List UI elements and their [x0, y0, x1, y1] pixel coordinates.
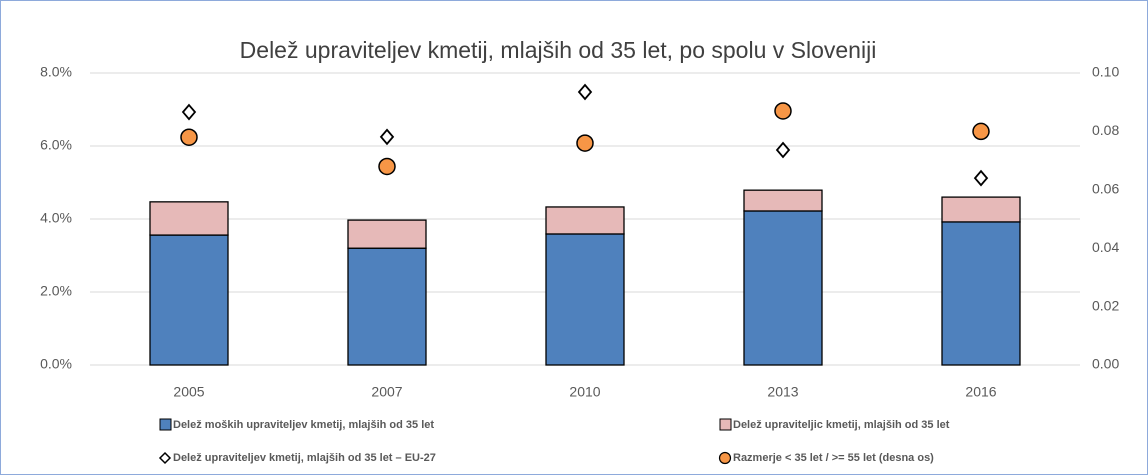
legend-label: Razmerje < 35 let / >= 55 let (desna os) — [733, 452, 934, 464]
y-tick-label: 6.0% — [40, 137, 72, 153]
legend-label: Delež upraviteljic kmetij, mlajših od 35… — [733, 419, 950, 431]
bar — [149, 201, 229, 236]
legend-swatch — [718, 451, 732, 465]
legend-swatch — [159, 418, 172, 431]
legend-label: Delež moških upraviteljev kmetij, mlajši… — [173, 419, 434, 431]
y-tick-label: 4.0% — [40, 210, 72, 226]
marker — [577, 83, 593, 101]
y-tick-label: 8.0% — [40, 64, 72, 80]
marker — [576, 134, 594, 152]
x-tick-label: 2010 — [569, 384, 600, 400]
y2-tick-label: 0.08 — [1092, 122, 1119, 138]
legend-swatch — [719, 418, 732, 431]
bar — [545, 206, 625, 235]
marker — [181, 103, 197, 121]
bar — [347, 247, 427, 366]
y2-tick-label: 0.00 — [1092, 356, 1119, 372]
y2-tick-label: 0.02 — [1092, 297, 1119, 313]
bar — [941, 196, 1021, 223]
y2-tick-label: 0.04 — [1092, 239, 1119, 255]
bar — [347, 219, 427, 249]
x-tick-label: 2013 — [767, 384, 798, 400]
y2-tick-label: 0.10 — [1092, 64, 1119, 80]
marker — [972, 122, 990, 141]
marker — [379, 128, 395, 146]
bar — [941, 221, 1021, 366]
x-tick-label: 2007 — [371, 384, 402, 400]
chart-title: Delež upraviteljev kmetij, mlajših od 35… — [240, 37, 877, 63]
legend-label: Delež upraviteljev kmetij, mlajših od 35… — [173, 452, 436, 464]
bar — [743, 210, 823, 366]
bar — [545, 233, 625, 366]
x-tick-label: 2016 — [965, 384, 996, 400]
x-tick-label: 2005 — [173, 384, 204, 400]
marker — [180, 128, 198, 146]
bar — [743, 189, 823, 212]
legend-swatch — [158, 451, 172, 465]
marker — [774, 102, 792, 120]
y-tick-label: 2.0% — [40, 283, 72, 299]
marker — [775, 141, 791, 159]
marker — [973, 169, 989, 187]
marker — [378, 157, 396, 176]
y2-tick-label: 0.06 — [1092, 181, 1119, 197]
bar — [149, 234, 229, 366]
y-tick-label: 0.0% — [40, 356, 72, 372]
